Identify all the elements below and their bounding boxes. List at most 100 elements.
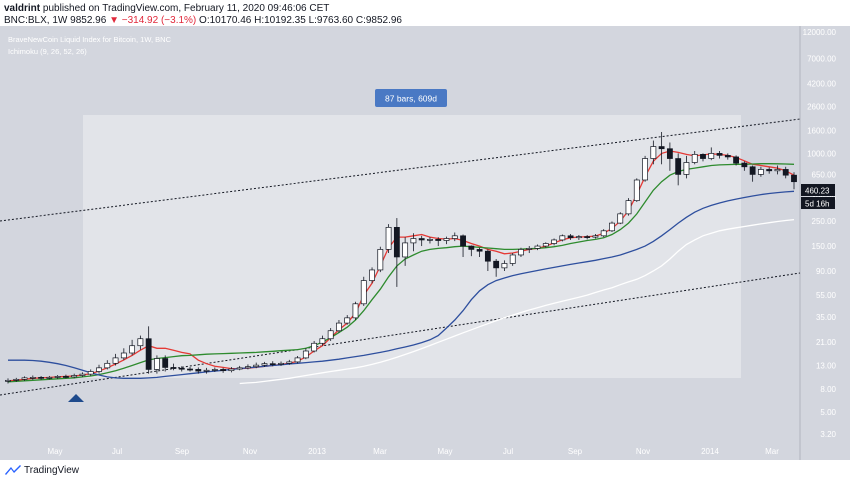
- candle-body: [195, 369, 202, 372]
- y-tick-label: 13.00: [816, 362, 837, 371]
- y-tick-label: 150.00: [812, 242, 837, 251]
- candle: [253, 362, 260, 369]
- brand-name: TradingView: [24, 465, 80, 476]
- candle: [683, 155, 690, 179]
- candle-body: [112, 357, 119, 364]
- price-chart[interactable]: 12000.00 7000.00 4200.00 2600.00 1600.00 1000…: [0, 26, 850, 460]
- candle-body: [120, 352, 127, 359]
- candle-body: [38, 377, 45, 379]
- candle-body: [733, 156, 739, 164]
- x-tick-label: Mar: [373, 447, 387, 456]
- candle-body: [336, 322, 342, 332]
- candle-body: [559, 235, 566, 241]
- candle-body: [129, 345, 136, 354]
- candle: [609, 221, 615, 233]
- candle-body: [757, 169, 764, 175]
- candle: [369, 267, 375, 284]
- last-price: 9852.96: [70, 15, 107, 26]
- candle-body: [96, 367, 102, 372]
- candle: [236, 365, 243, 371]
- candle-body: [187, 368, 193, 371]
- chart-area[interactable]: 12000.00 7000.00 4200.00 2600.00 1600.00 1000…: [0, 26, 850, 460]
- candle: [311, 340, 318, 353]
- candle: [5, 378, 11, 384]
- candle-body: [71, 375, 78, 378]
- y-tick-label: 21.00: [816, 338, 837, 347]
- candle: [493, 259, 500, 277]
- candle-body: [203, 369, 210, 372]
- x-tick-label: Jul: [503, 447, 513, 456]
- y-tick-label: 1000.00: [807, 149, 836, 158]
- candle: [592, 233, 599, 239]
- candle: [162, 355, 169, 372]
- tradingview-logo[interactable]: TradingView: [5, 465, 79, 476]
- candle: [120, 348, 127, 361]
- candle: [38, 375, 45, 380]
- candle: [195, 367, 202, 374]
- candle: [567, 233, 574, 240]
- candle: [360, 276, 367, 306]
- candle-body: [344, 317, 351, 324]
- y-tick-label: 7000.00: [807, 54, 836, 63]
- price-tag-text: 460.23: [805, 187, 830, 196]
- candle-body: [385, 226, 392, 250]
- candle: [13, 377, 20, 382]
- candle-body: [228, 368, 235, 372]
- candle: [211, 367, 218, 372]
- x-tick-label: Nov: [243, 447, 257, 456]
- candle-body: [749, 166, 756, 175]
- candle-body: [534, 245, 541, 249]
- candle-body: [418, 238, 425, 241]
- x-tick-label: May: [437, 447, 452, 456]
- candle: [551, 238, 557, 246]
- candle-body: [377, 249, 384, 271]
- candle: [71, 373, 78, 379]
- lower-trendline: [0, 272, 801, 396]
- candle-body: [625, 200, 632, 215]
- countdown-text: 5d 16h: [805, 200, 829, 209]
- candle: [757, 166, 764, 177]
- candle-body: [302, 350, 309, 359]
- candle: [468, 245, 475, 257]
- candle: [526, 246, 533, 254]
- candle-body: [369, 269, 375, 281]
- candle: [708, 147, 715, 161]
- x-tick-label: May: [47, 447, 62, 456]
- y-tick-label: 3.20: [820, 430, 836, 439]
- y-tick-label: 35.00: [816, 313, 837, 322]
- candle-body: [63, 376, 69, 378]
- candle: [87, 369, 94, 376]
- candle: [650, 140, 657, 165]
- candle-body: [468, 245, 475, 250]
- publish-date: published on TradingView.com, February 1…: [42, 3, 330, 14]
- candle: [782, 166, 789, 179]
- candle: [79, 372, 86, 377]
- candle: [327, 328, 334, 341]
- candle-body: [542, 243, 549, 247]
- candle: [352, 301, 359, 321]
- candle-body: [178, 367, 185, 370]
- series-tenkan: [7, 150, 795, 382]
- y-tick-label: 8.00: [820, 385, 836, 394]
- candle: [245, 364, 251, 370]
- author-name[interactable]: valdrint: [4, 3, 41, 14]
- candle: [336, 320, 342, 333]
- candle: [509, 253, 516, 266]
- candle: [54, 375, 61, 379]
- candle-body: [253, 364, 260, 368]
- y-tick-label: 90.00: [816, 267, 837, 276]
- price-change: ▼ −314.92 (−3.1%): [109, 15, 197, 26]
- symbol-line: BNC:BLX, 1W 9852.96 ▼ −314.92 (−3.1%) O:…: [4, 15, 402, 26]
- candle-body: [21, 377, 28, 380]
- candle-body: [327, 330, 334, 340]
- footer-bar: [0, 460, 850, 483]
- candle-body: [29, 377, 36, 379]
- candle-body: [716, 153, 723, 156]
- candle-body: [683, 162, 690, 175]
- series-chikou: [239, 218, 795, 385]
- candle-body: [220, 369, 227, 372]
- y-tick-label: 650.00: [812, 170, 837, 179]
- candle-body: [294, 357, 301, 363]
- candle: [741, 161, 748, 171]
- indicator-label: Ichimoku (9, 26, 52, 26): [8, 47, 87, 56]
